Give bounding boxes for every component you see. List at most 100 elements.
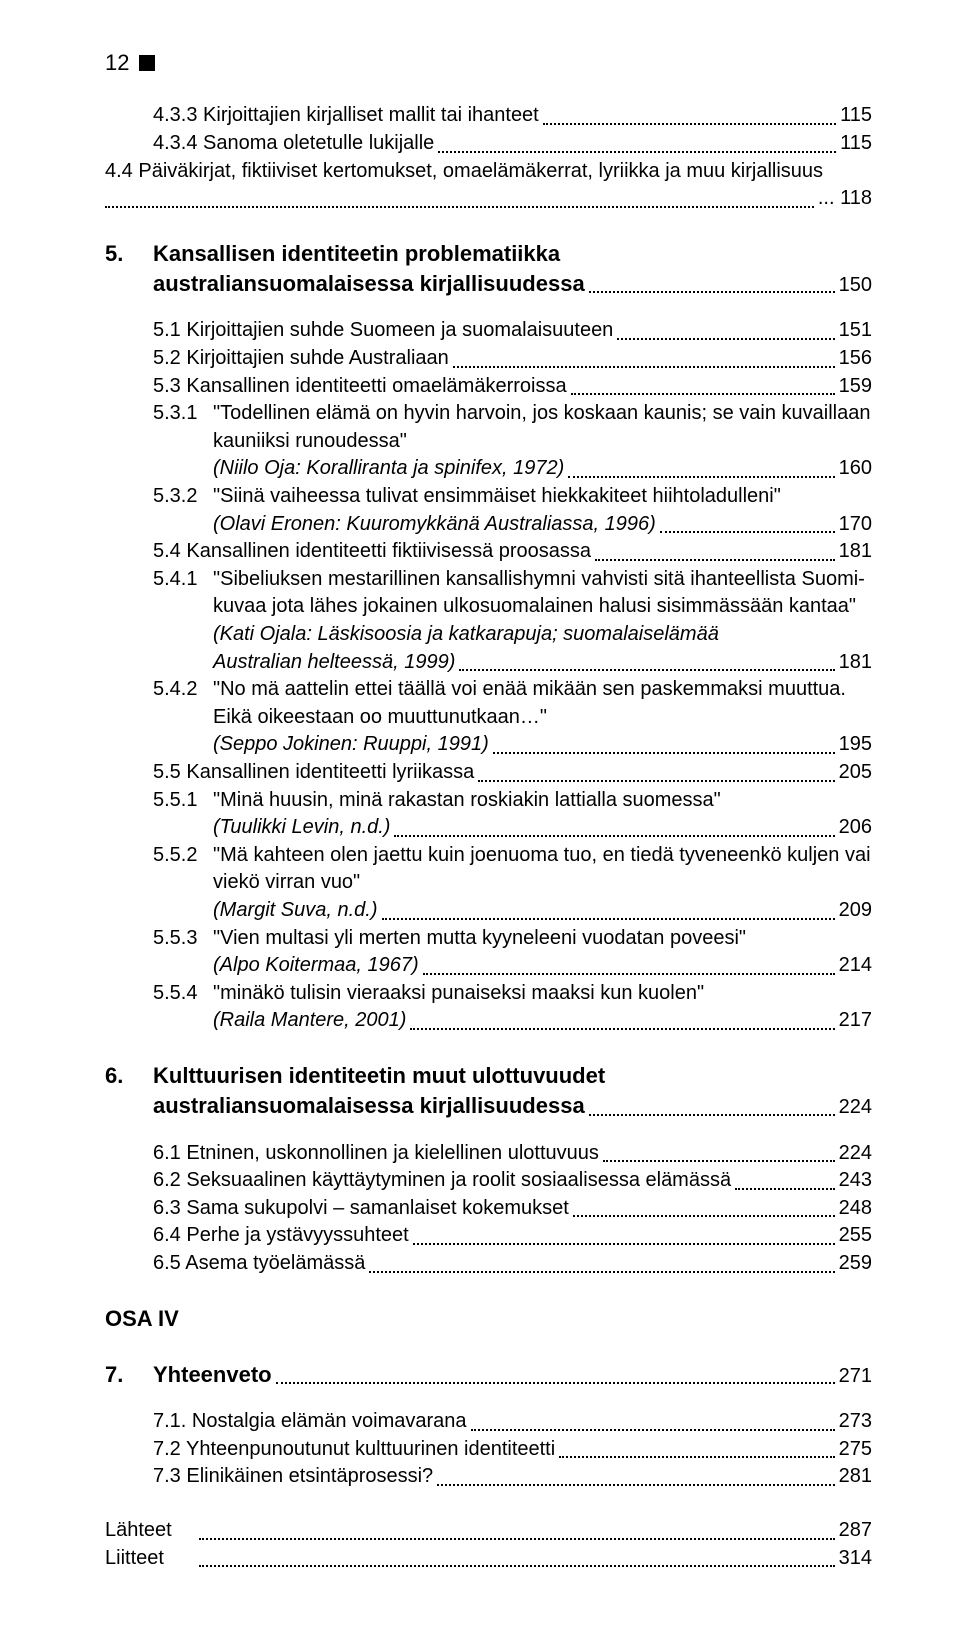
toc-citation: (Alpo Koitermaa, 1967) — [213, 952, 419, 980]
toc-subentry: 5.5.4"minäkö tulisin vieraaksi punaiseks… — [153, 980, 872, 1035]
toc-num: 5.5.3 — [153, 925, 213, 953]
toc-subentry: 5.5.3"Vien multasi yli merten mutta kyyn… — [153, 925, 872, 980]
toc-num: 5.5.1 — [153, 787, 213, 815]
toc-entry: 6.5 Asema työelämässä 259 — [153, 1250, 872, 1278]
leader-dots — [589, 291, 835, 293]
toc-backmatter: Liitteet 314 — [105, 1545, 872, 1573]
page: 12 4.3.3 Kirjoittajien kirjalliset malli… — [0, 0, 960, 1632]
toc-title: "Siinä vaiheessa tulivat ensimmäiset hie… — [213, 485, 781, 507]
toc-chapter-num: 5. — [105, 239, 153, 269]
leader-dots — [559, 1456, 834, 1458]
leader-dots — [493, 752, 835, 754]
toc-entry: 6.1 Etninen, uskonnollinen ja kielelline… — [153, 1140, 872, 1168]
toc-citation: (Niilo Oja: Koralliranta ja spinifex, 19… — [213, 455, 564, 483]
leader-dots — [459, 669, 834, 671]
toc-num: 7.3 — [153, 1465, 181, 1487]
toc-page: 181 — [839, 649, 872, 677]
toc-entry: 5.4 Kansallinen identiteetti fiktiivises… — [153, 538, 872, 566]
toc-num: 4.4 — [105, 160, 133, 182]
toc-chapter-num: 7. — [105, 1360, 153, 1390]
toc-page: 224 — [839, 1094, 872, 1122]
toc-title: Sama sukupolvi – samanlaiset kokemukset — [186, 1197, 568, 1219]
toc-page: 281 — [839, 1463, 872, 1491]
leader-dots — [382, 918, 835, 920]
toc-citation: (Tuulikki Levin, n.d.) — [213, 814, 390, 842]
toc-entry: 7.2 Yhteenpunoutunut kulttuurinen identi… — [153, 1436, 872, 1464]
toc-page: 214 — [839, 952, 872, 980]
leader-dots — [410, 1028, 834, 1030]
toc-title: Seksuaalinen käyttäytyminen ja roolit so… — [186, 1169, 731, 1191]
toc-title: "Sibeliuksen mestarillinen kansallishymn… — [213, 568, 865, 618]
toc-page: 209 — [839, 897, 872, 925]
toc-citation: (Olavi Eronen: Kuuromykkänä Australiassa… — [213, 511, 656, 539]
toc-citation: (Raila Mantere, 2001) — [213, 1007, 406, 1035]
table-of-contents: 4.3.3 Kirjoittajien kirjalliset mallit t… — [105, 102, 872, 1572]
toc-page: 205 — [839, 759, 872, 787]
leader-dots — [471, 1429, 835, 1431]
toc-page: 159 — [839, 373, 872, 401]
toc-title: Lähteet — [105, 1517, 195, 1545]
leader-dots — [199, 1538, 835, 1540]
toc-title: "Todellinen elämä on hyvin harvoin, jos … — [213, 402, 870, 452]
toc-subentry: 5.3.2"Siinä vaiheessa tulivat ensimmäise… — [153, 483, 872, 538]
toc-citation: (Kati Ojala: Läskisoosia ja katkarapuja;… — [213, 623, 719, 645]
toc-num: 5.4.1 — [153, 566, 213, 594]
toc-title: Perhe ja ystävyyssuhteet — [186, 1224, 408, 1246]
toc-chapter: 7. Yhteenveto 271 — [105, 1360, 872, 1390]
toc-page: 259 — [839, 1250, 872, 1278]
toc-entry: 6.3 Sama sukupolvi – samanlaiset kokemuk… — [153, 1195, 872, 1223]
toc-title: Asema työelämässä — [185, 1252, 365, 1274]
toc-chapter: 5. Kansallisen identiteetin problematiik… — [105, 239, 872, 300]
toc-title: Kansallinen identiteetti lyriikassa — [186, 761, 474, 783]
toc-title: "Minä huusin, minä rakastan roskiakin la… — [213, 789, 721, 811]
leader-dots — [369, 1271, 834, 1273]
leader-dots — [105, 206, 814, 208]
toc-entry: 6.2 Seksuaalinen käyttäytyminen ja rooli… — [153, 1167, 872, 1195]
toc-page: 181 — [839, 538, 872, 566]
toc-backmatter: Lähteet 287 — [105, 1517, 872, 1545]
toc-title: "minäkö tulisin vieraaksi punaiseksi maa… — [213, 982, 704, 1004]
toc-num: 5.3.1 — [153, 400, 213, 428]
toc-num: 5.4.2 — [153, 676, 213, 704]
toc-num: 5.3.2 — [153, 483, 213, 511]
toc-chapter-num: 6. — [105, 1061, 153, 1091]
toc-title: "No mä aattelin ettei täällä voi enää mi… — [213, 678, 846, 728]
page-header: 12 — [105, 48, 872, 78]
toc-entry: 4.3.3 Kirjoittajien kirjalliset mallit t… — [153, 102, 872, 130]
toc-page: ... 118 — [818, 185, 872, 213]
toc-title: Etninen, uskonnollinen ja kielellinen ul… — [186, 1142, 599, 1164]
toc-entry: 4.4 Päiväkirjat, fiktiiviset kertomukset… — [105, 158, 872, 213]
toc-entry: 4.3.4 Sanoma oletetulle lukijalle 115 — [153, 130, 872, 158]
toc-title: Yhteenpunoutunut kulttuurinen identiteet… — [186, 1438, 555, 1460]
toc-page: 271 — [839, 1363, 872, 1391]
toc-citation-tail: Australian helteessä, 1999) — [213, 649, 455, 677]
toc-entry: 5.1 Kirjoittajien suhde Suomeen ja suoma… — [153, 317, 872, 345]
toc-citation: (Seppo Jokinen: Ruuppi, 1991) — [213, 731, 489, 759]
toc-chapter: 6. Kulttuurisen identiteetin muut ulottu… — [105, 1061, 872, 1122]
leader-dots — [617, 338, 834, 340]
toc-chapter-title-tail: australiansuomalaisessa kirjallisuudessa — [153, 1091, 585, 1121]
toc-title: Kansallinen identiteetti omaelämäkerrois… — [186, 375, 566, 397]
toc-entry: 6.4 Perhe ja ystävyyssuhteet 255 — [153, 1222, 872, 1250]
toc-page: 206 — [839, 814, 872, 842]
toc-title: "Vien multasi yli merten mutta kyyneleen… — [213, 927, 746, 949]
toc-page: 287 — [839, 1517, 872, 1545]
toc-num: 6.3 — [153, 1197, 181, 1219]
toc-citation: (Margit Suva, n.d.) — [213, 897, 378, 925]
toc-title: Kirjoittajien suhde Australiaan — [186, 347, 448, 369]
leader-dots — [453, 366, 835, 368]
toc-subentry: 5.3.1"Todellinen elämä on hyvin harvoin,… — [153, 400, 872, 483]
toc-num: 6.5 — [153, 1252, 181, 1274]
toc-title: Liitteet — [105, 1545, 195, 1573]
toc-num: 5.2 — [153, 347, 181, 369]
leader-dots — [595, 559, 835, 561]
toc-page: 151 — [839, 317, 872, 345]
toc-page: 275 — [839, 1436, 872, 1464]
toc-title: Päiväkirjat, fiktiiviset kertomukset, om… — [138, 160, 823, 182]
toc-page: 115 — [840, 130, 872, 158]
toc-num: 5.5.2 — [153, 842, 213, 870]
toc-page: 273 — [839, 1408, 872, 1436]
leader-dots — [276, 1382, 835, 1384]
toc-num: 5.4 — [153, 540, 181, 562]
toc-chapter-title: Kansallisen identiteetin problematiikka — [153, 239, 872, 269]
